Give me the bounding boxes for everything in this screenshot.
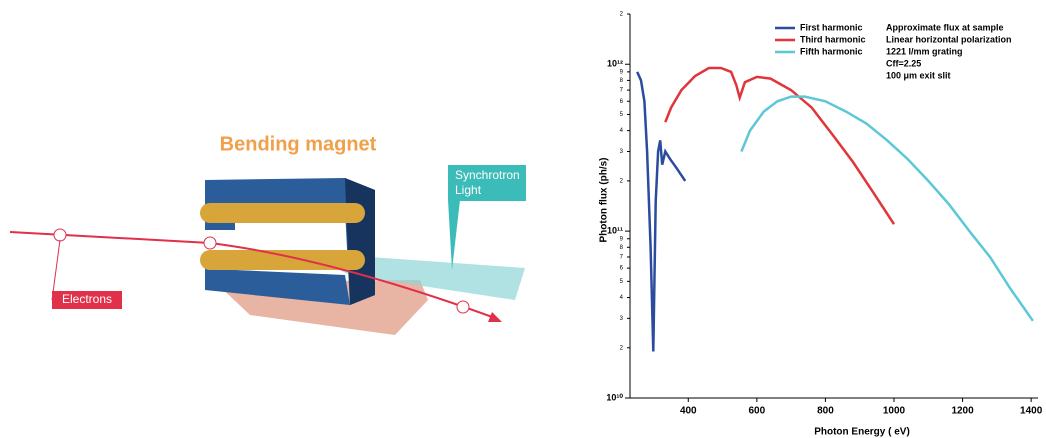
y-tick-label: 4 (620, 128, 624, 134)
magnet-side (345, 178, 375, 305)
y-tick-label: 10¹² (607, 59, 623, 69)
electron-label: Electrons (62, 292, 112, 306)
y-tick-label: 9 (620, 236, 624, 242)
light-label: Light (455, 183, 482, 197)
light-label: Synchrotron (455, 168, 520, 182)
coil-bottom (200, 250, 365, 270)
electron-path (9, 231, 496, 319)
y-tick-label: 10¹⁰ (606, 392, 623, 402)
annotation: 100 μm exit slit (886, 70, 951, 80)
x-tick-label: 400 (680, 406, 697, 417)
y-tick-label: 3 (620, 316, 624, 322)
y-tick-label: 8 (620, 78, 624, 84)
annotation: Cff=2.25 (886, 58, 921, 68)
x-tick-label: 1200 (951, 406, 974, 417)
x-tick-label: 1400 (1020, 406, 1043, 417)
diagram-title: Bending magnet (220, 133, 377, 155)
y-tick-label: 2 (620, 178, 624, 184)
legend-label: First harmonic (800, 22, 863, 32)
legend-label: Fifth harmonic (800, 46, 863, 56)
annotation: 1221 l/mm grating (886, 46, 963, 56)
annotation: Approximate flux at sample (886, 22, 1004, 32)
y-axis-label: Photon flux (ph/s) (599, 158, 610, 243)
y-tick-label: 9 (620, 69, 624, 75)
bending-magnet-diagram: Electrons Synchrotron Light Bending magn… (9, 133, 526, 335)
x-tick-label: 800 (817, 406, 834, 417)
x-tick-label: 600 (749, 406, 766, 417)
leader (51, 239, 61, 301)
y-tick-label: 2 (620, 12, 624, 18)
y-tick-label: 5 (620, 112, 624, 118)
y-tick-label: 10¹¹ (607, 225, 623, 235)
y-tick-label: 6 (620, 99, 624, 105)
y-tick-label: 3 (620, 149, 624, 155)
x-tick-label: 1000 (883, 406, 906, 417)
leader (448, 200, 460, 270)
series-line (636, 71, 687, 352)
series-line (740, 95, 1034, 322)
y-tick-label: 5 (620, 279, 624, 285)
y-tick-label: 6 (620, 266, 624, 272)
coil-top (200, 203, 365, 223)
arrowhead (488, 312, 502, 322)
legend-label: Third harmonic (800, 34, 866, 44)
label-box (448, 165, 526, 201)
y-tick-label: 2 (620, 345, 624, 351)
label-box (52, 291, 122, 309)
electron (456, 300, 470, 314)
x-axis-label: Photon Energy ( eV) (814, 427, 910, 438)
electron (53, 228, 67, 242)
y-tick-label: 4 (620, 295, 624, 301)
y-tick-label: 7 (620, 88, 624, 94)
chart: Photon Energy ( eV) Photon flux (ph/s) 1… (599, 12, 1043, 438)
annotation: Linear horizontal polarization (886, 34, 1012, 44)
magnet-bottom (205, 255, 350, 305)
y-tick-label: 7 (620, 255, 624, 261)
series-line (664, 66, 896, 225)
electron (203, 236, 217, 250)
y-tick-label: 8 (620, 245, 624, 251)
